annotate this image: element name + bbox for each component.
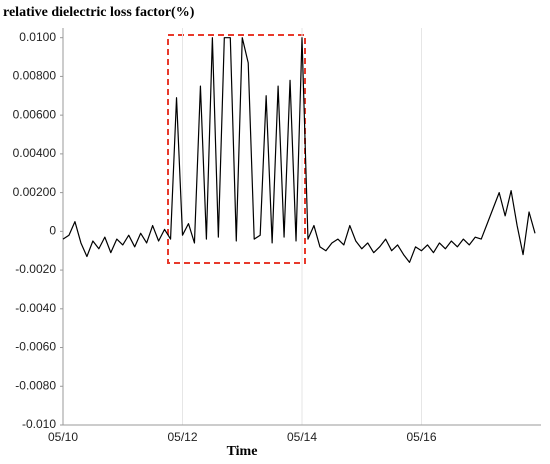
y-tick-label: -0.0020 [15,262,56,276]
y-tick-label: 0.00800 [13,69,57,83]
x-tick-label: 05/16 [406,430,436,444]
data-line [62,37,536,263]
y-tick-label: -0.010 [22,417,56,431]
y-tick-label: 0.0100 [19,30,56,44]
y-tick-label: 0.00200 [13,185,57,199]
y-tick-label: 0.00400 [13,146,57,160]
y-tick-label: 0 [49,224,56,238]
x-tick-label: 05/10 [48,430,78,444]
x-tick-label: 05/14 [287,430,317,444]
x-axis-label: Time [227,444,258,459]
x-tick-label: 05/12 [167,430,197,444]
y-tick-label: -0.0040 [15,301,56,315]
y-tick-label: -0.0060 [15,340,56,354]
chart-title: relative dielectric loss factor(%) [3,5,195,20]
y-tick-label: -0.0080 [15,378,56,392]
y-tick-label: 0.00600 [13,107,57,121]
